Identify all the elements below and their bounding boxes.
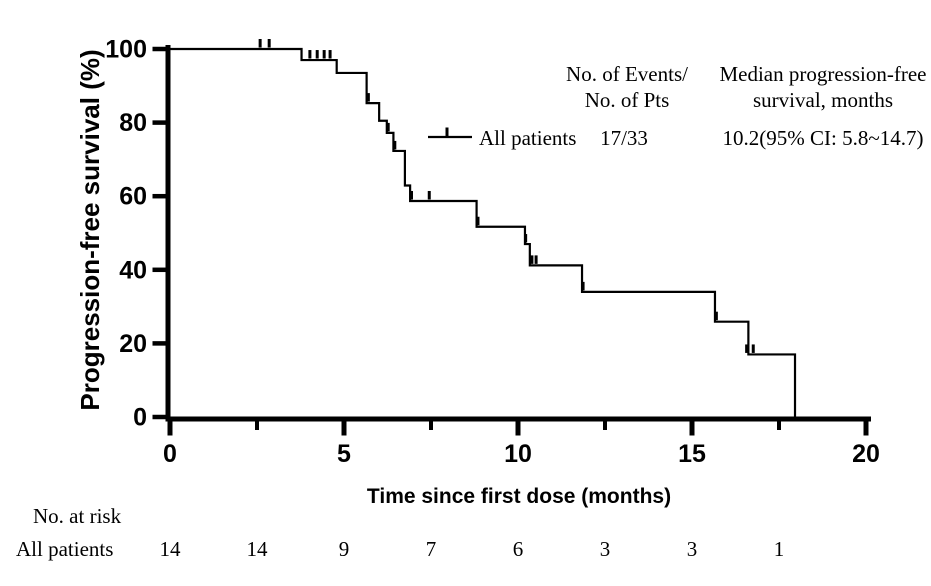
at-risk-counts: 14 14 9 7 6 3 3 1 [160, 537, 785, 561]
at-risk-row-label: All patients [16, 537, 113, 561]
survival-curve [170, 47, 797, 417]
at-risk-count: 3 [600, 537, 611, 561]
axes [152, 45, 871, 436]
y-axis-title: Progression-free survival (%) [75, 49, 105, 410]
legend-median-header-line1: Median progression-free [719, 62, 926, 86]
legend-events-value: 17/33 [600, 126, 648, 150]
at-risk-count: 9 [339, 537, 350, 561]
at-risk-count: 6 [513, 537, 524, 561]
x-axis-tick-label: 20 [852, 440, 880, 468]
at-risk-header: No. at risk [33, 504, 122, 528]
x-axis-tick-label: 0 [163, 440, 177, 468]
y-axis-tick-labels: 100 80 60 40 20 0 [105, 36, 147, 432]
at-risk-count: 14 [247, 537, 269, 561]
legend-events-header-line1: No. of Events/ [566, 62, 688, 86]
at-risk-count: 7 [426, 537, 437, 561]
y-axis-tick-label: 100 [105, 36, 147, 64]
at-risk-count: 3 [687, 537, 698, 561]
at-risk-count: 1 [774, 537, 785, 561]
legend-median-value: 10.2(95% CI: 5.8~14.7) [723, 126, 924, 150]
x-axis-title: Time since first dose (months) [367, 485, 671, 508]
x-axis-tick-labels: 0 5 10 15 20 [163, 440, 880, 468]
legend-events-header-line2: No. of Pts [585, 88, 670, 112]
y-axis-tick-label: 60 [119, 183, 147, 211]
y-axis-tick-label: 80 [119, 109, 147, 137]
legend-median-header-line2: survival, months [753, 88, 893, 112]
y-axis-tick-label: 40 [119, 256, 147, 284]
x-axis-tick-label: 5 [337, 440, 351, 468]
survival-curve-group [170, 39, 797, 417]
legend-series-symbol [428, 127, 472, 139]
x-axis-tick-label: 15 [678, 440, 706, 468]
x-axis-tick-label: 10 [504, 440, 532, 468]
legend-series-label: All patients [479, 126, 576, 150]
y-axis-tick-label: 20 [119, 330, 147, 358]
y-axis-tick-label: 0 [133, 404, 147, 432]
at-risk-count: 14 [160, 537, 182, 561]
